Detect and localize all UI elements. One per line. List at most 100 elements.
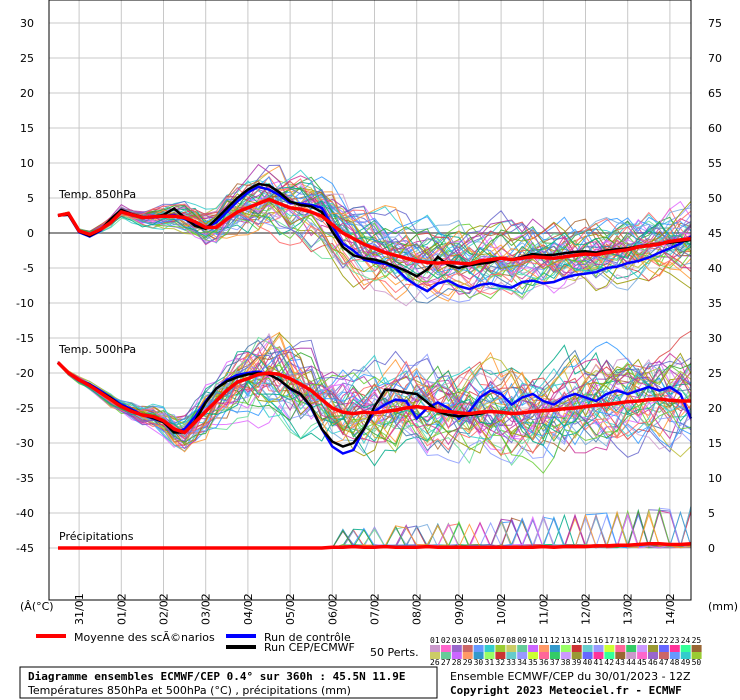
pert-label: 30 (474, 658, 484, 667)
pert-label: 29 (463, 658, 473, 667)
left-tick-label: 30 (20, 17, 34, 30)
right-tick-label: 20 (708, 402, 722, 415)
right-unit-label: (mm) (708, 600, 738, 613)
pert-swatch (615, 652, 626, 659)
x-tick-label: 09/02 (453, 593, 466, 625)
left-tick-label: 10 (20, 157, 34, 170)
pert-label: 28 (452, 658, 462, 667)
legend-mean-label: Moyenne des scÃ©narios (74, 631, 215, 644)
main-series (56, 182, 693, 550)
grid (49, 0, 691, 600)
pert-swatch (495, 652, 506, 659)
right-tick-label: 55 (708, 157, 722, 170)
pert-label: 04 (463, 636, 473, 645)
pert-label: 13 (561, 636, 571, 645)
right-tick-label: 65 (708, 87, 722, 100)
ensemble-member-line (57, 361, 692, 440)
x-tick-label: 01/02 (115, 593, 128, 625)
pert-label: 26 (430, 658, 440, 667)
left-tick-label: -30 (16, 437, 34, 450)
panel-label-500: Temp. 500hPa (58, 343, 136, 356)
x-tick-label: 03/02 (200, 593, 213, 625)
pert-label: 35 (528, 658, 538, 667)
pert-swatch (637, 652, 648, 659)
ensemble-member-line (57, 363, 692, 474)
right-tick-label: 10 (708, 472, 722, 485)
left-tick-label: -10 (16, 297, 34, 310)
legend-perturbation-grid: 01 26 02 27 03 28 04 29 05 30 06 31 07 32 08 33 09 34 10 35… (430, 636, 702, 667)
left-unit-label: (Â(°C) (20, 600, 54, 613)
pert-label: 33 (506, 658, 516, 667)
run-info: Ensemble ECMWF/CEP du 30/01/2023 - 12Z (450, 670, 691, 683)
pert-label: 15 (583, 636, 593, 645)
series-mean-precip_mm (58, 542, 692, 550)
ensemble-member-line (57, 203, 692, 294)
pert-label: 06 (485, 636, 495, 645)
pert-swatch (626, 645, 637, 652)
ensemble-member-line (57, 190, 692, 290)
pert-swatch (440, 652, 451, 659)
left-tick-label: -25 (16, 402, 34, 415)
pert-label: 16 (594, 636, 604, 645)
x-tick-label: 08/02 (411, 593, 424, 625)
pert-swatch (604, 652, 615, 659)
pert-label: 37 (550, 658, 560, 667)
pert-label: 09 (517, 636, 527, 645)
left-tick-label: -15 (16, 332, 34, 345)
pert-swatch (658, 652, 669, 659)
pert-swatch (473, 652, 484, 659)
pert-label: 36 (539, 658, 549, 667)
pert-swatch (528, 652, 539, 659)
legend-perts-label: 50 Perts. (370, 646, 419, 659)
pert-swatch (484, 652, 495, 659)
pert-swatch (451, 652, 462, 659)
pert-label: 31 (485, 658, 495, 667)
pert-label: 07 (495, 636, 505, 645)
pert-label: 46 (648, 658, 658, 667)
info-box (19, 666, 438, 699)
pert-swatch (560, 652, 571, 659)
left-axis-ticks: 30 25 20 15 10 5 0 -5 -10 -15 -20 -25 -30 -35 -40 -45 (16, 17, 34, 555)
pert-label: 11 (539, 636, 549, 645)
pert-swatch (462, 652, 473, 659)
left-tick-label: 20 (20, 87, 34, 100)
x-tick-label: 10/02 (495, 593, 508, 625)
left-tick-label: 15 (20, 122, 34, 135)
pert-label: 50 (692, 658, 702, 667)
ensemble-member-line (57, 355, 692, 450)
pert-label: 32 (495, 658, 505, 667)
panel-label-850: Temp. 850hPa (58, 188, 136, 201)
pert-swatch (691, 652, 702, 659)
left-tick-label: -20 (16, 367, 34, 380)
pert-swatch (582, 652, 593, 659)
left-tick-label: -45 (16, 542, 34, 555)
pert-swatch (495, 645, 506, 652)
chart-title: Diagramme ensembles ECMWF/CEP 0.4° sur 3… (28, 670, 406, 683)
right-tick-label: 50 (708, 192, 722, 205)
pert-swatch (430, 652, 440, 659)
pert-label: 17 (604, 636, 614, 645)
pert-label: 08 (506, 636, 516, 645)
pert-swatch (593, 652, 604, 659)
pert-swatch (506, 652, 517, 659)
ensemble-member-line (57, 176, 692, 283)
pert-label: 48 (670, 658, 680, 667)
left-tick-label: -40 (16, 507, 34, 520)
right-tick-label: 30 (708, 332, 722, 345)
pert-swatch (571, 645, 582, 652)
pert-label: 12 (550, 636, 560, 645)
left-tick-label: 0 (27, 227, 34, 240)
right-tick-label: 35 (708, 297, 722, 310)
x-tick-label: 02/02 (158, 593, 171, 625)
pert-label: 05 (474, 636, 484, 645)
right-tick-label: 70 (708, 52, 722, 65)
pert-swatch (517, 652, 528, 659)
ensemble-member-line (57, 362, 692, 439)
pert-label: 47 (659, 658, 669, 667)
x-axis-labels: 31/01 01/02 02/02 03/02 04/02 05/02 06/02 07/02… (73, 593, 677, 625)
pert-label: 44 (626, 658, 636, 667)
pert-swatch (691, 645, 702, 652)
right-tick-label: 15 (708, 437, 722, 450)
